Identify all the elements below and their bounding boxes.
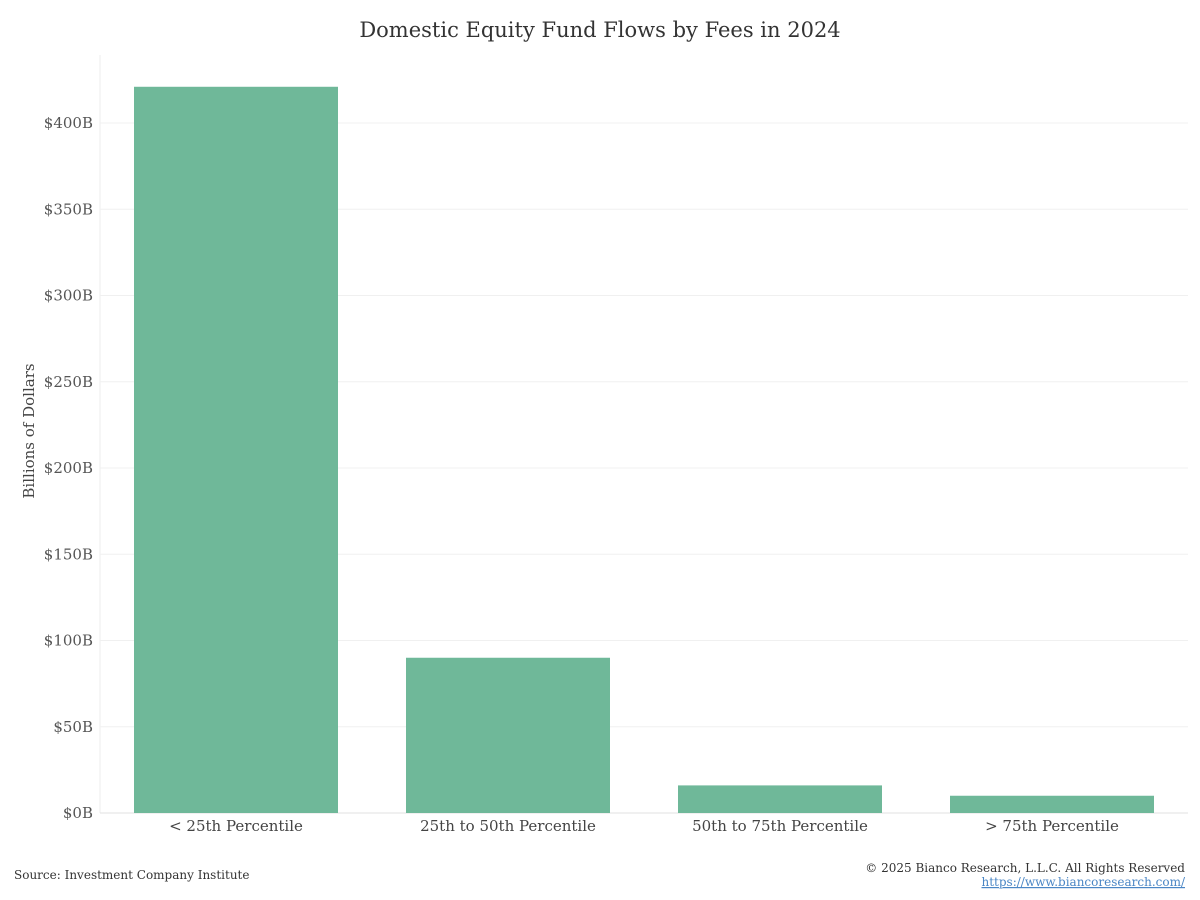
bar [678,785,882,813]
y-tick-label: $100B [44,632,93,650]
x-tick-label: 50th to 75th Percentile [692,817,868,835]
bar [950,795,1154,813]
x-tick-label: 25th to 50th Percentile [420,817,596,835]
x-tick-label: < 25th Percentile [169,817,303,835]
y-axis-label: Billions of Dollars [20,363,38,498]
copyright-note: © 2025 Bianco Research, L.L.C. All Right… [865,861,1185,875]
x-tick-labels: < 25th Percentile 25th to 50th Percentile… [169,817,1119,835]
source-note: Source: Investment Company Institute [14,868,249,882]
x-tick-label: > 75th Percentile [985,817,1119,835]
y-tick-label: $350B [44,200,93,218]
bar [134,86,338,813]
y-tick-label: $150B [44,545,93,563]
y-tick-label: $0B [63,804,93,822]
y-tick-label: $200B [44,459,93,477]
y-tick-label: $50B [53,718,93,736]
y-tick-labels: $0B $50B $100B $150B $200B $250B $300B $350B $40… [44,114,93,822]
chart-title: Domestic Equity Fund Flows by Fees in 20… [359,18,840,42]
bar [406,657,610,813]
y-tick-label: $300B [44,287,93,305]
y-tick-label: $400B [44,114,93,132]
bars [134,86,1154,813]
y-tick-label: $250B [44,373,93,391]
website-link[interactable]: https://www.biancoresearch.com/ [981,875,1185,889]
